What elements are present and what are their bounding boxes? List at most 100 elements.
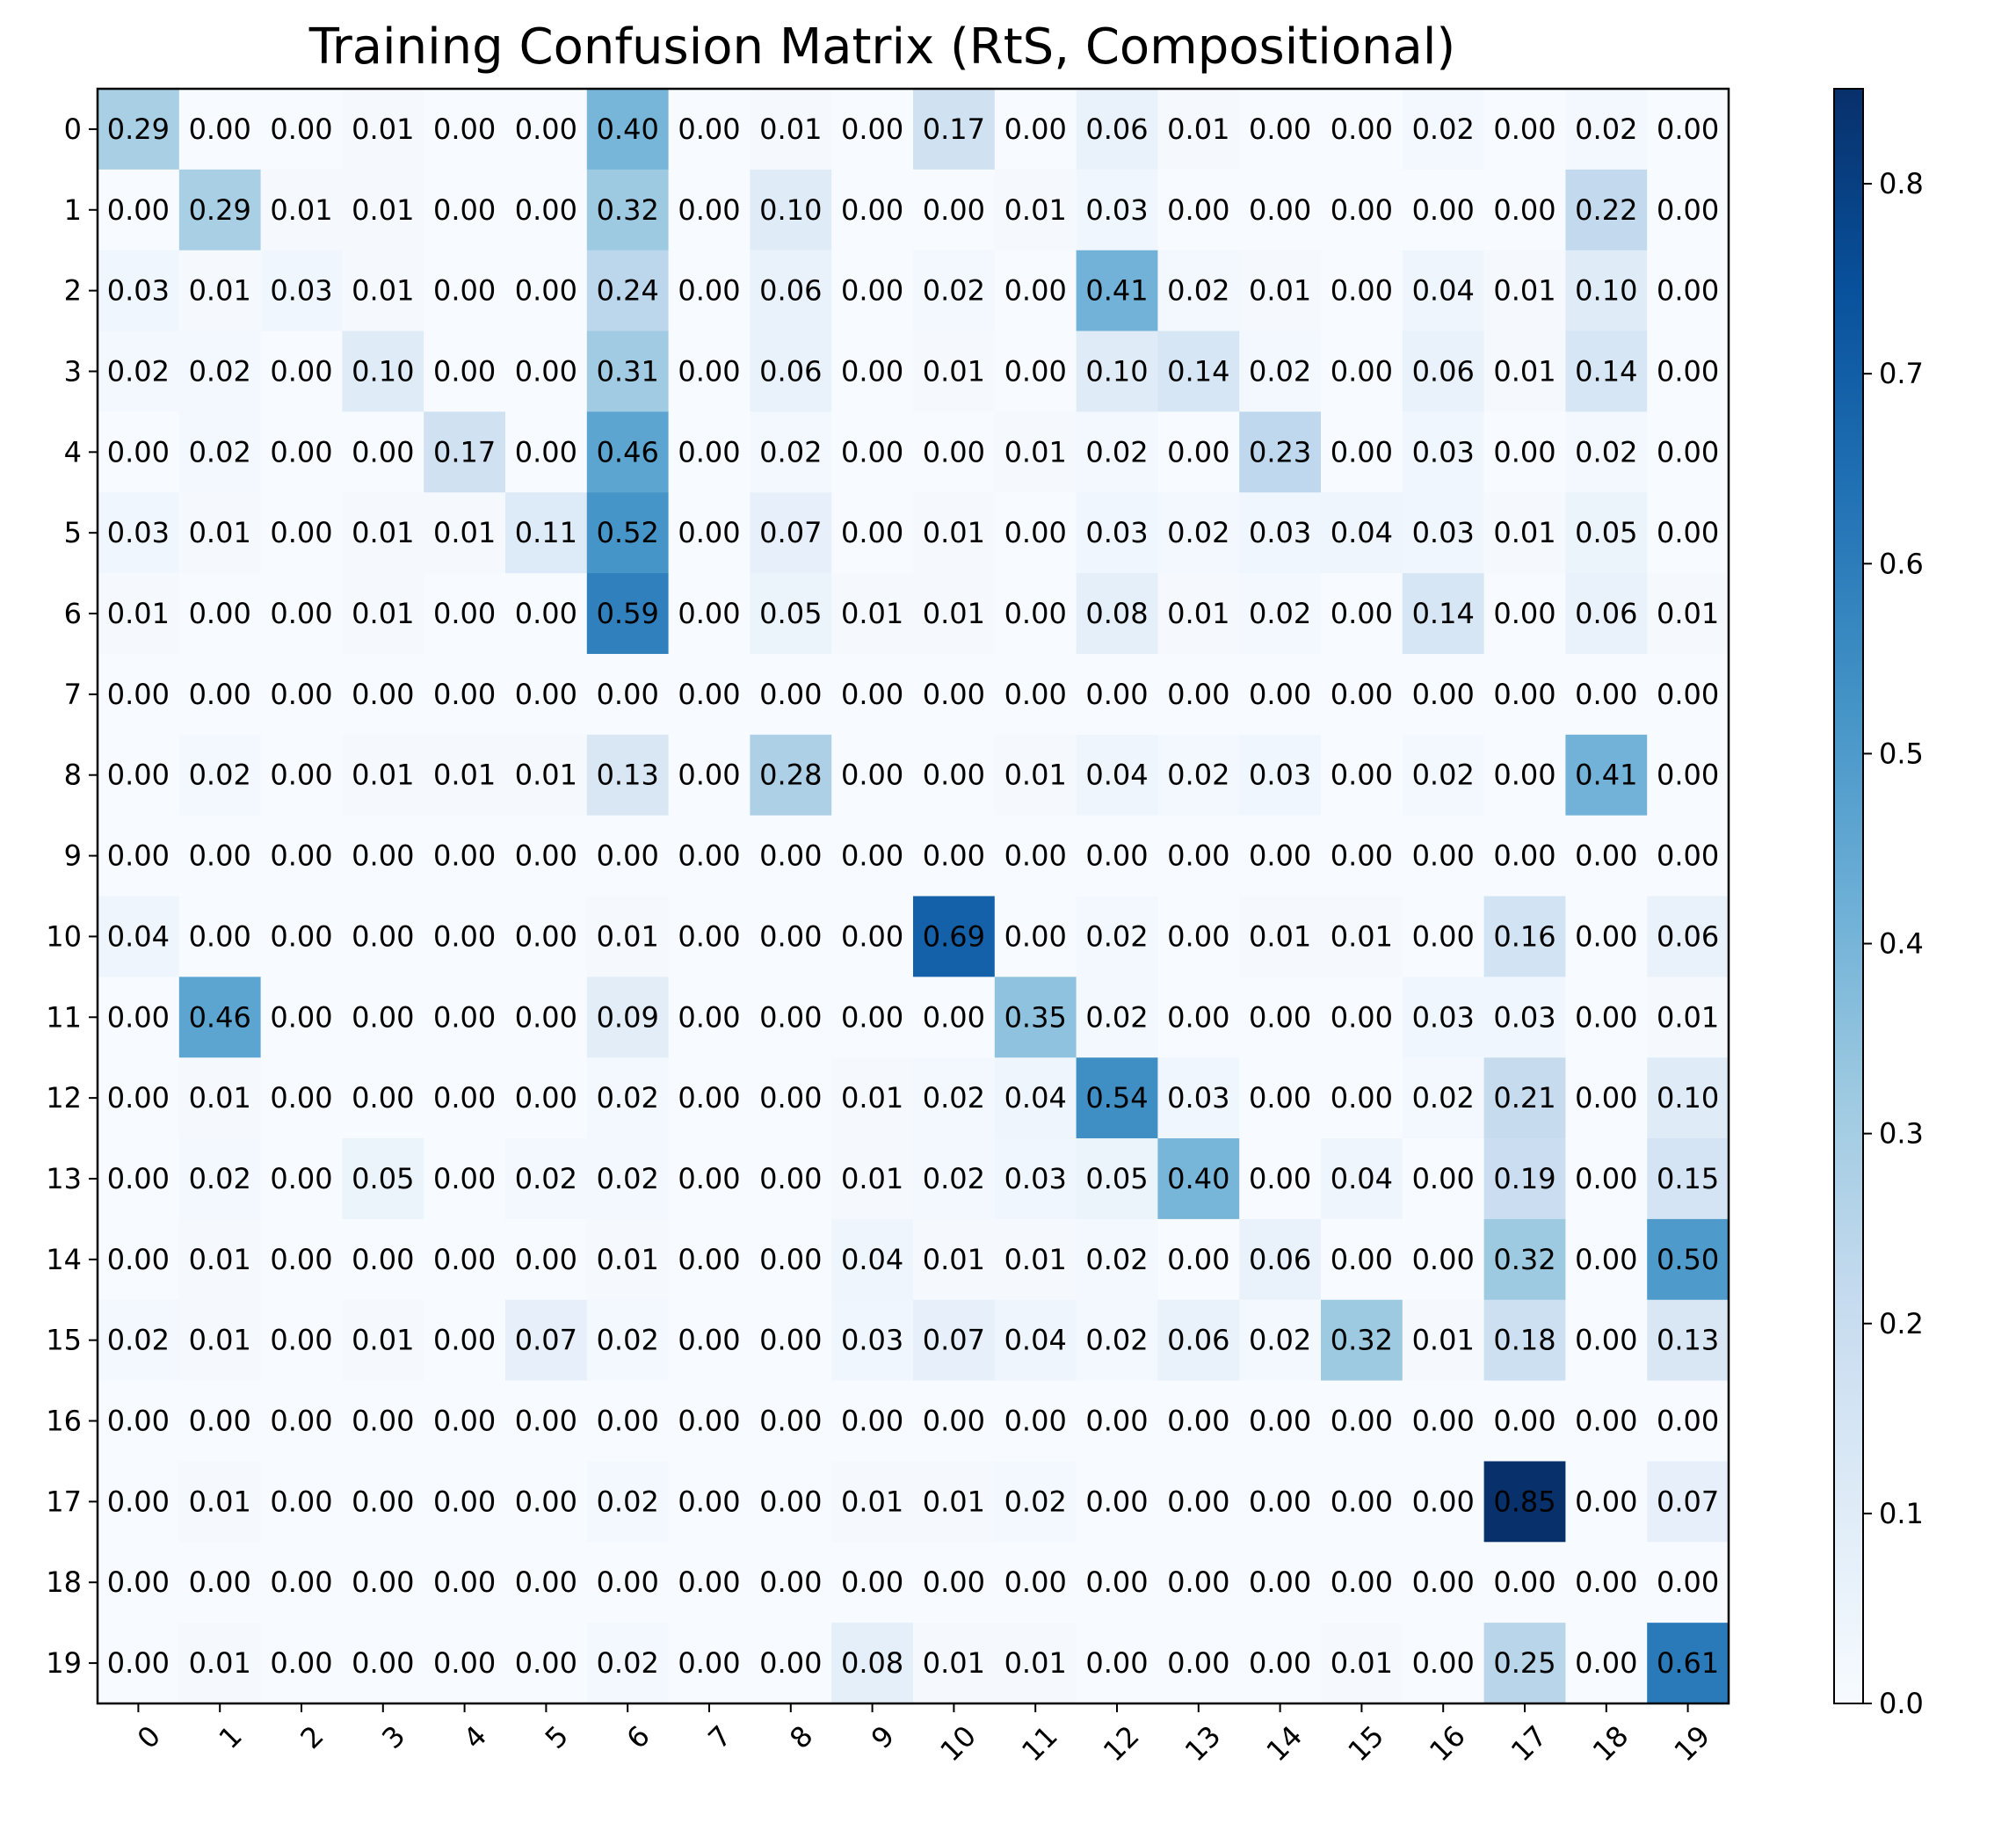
colorbar-tick-label-7: 0.7: [1879, 357, 1924, 390]
heatmap-cell-13-10: [913, 1138, 996, 1220]
cell-value-label-13-9: 0.01: [841, 1162, 903, 1195]
x-tick-label-17: 17: [1505, 1719, 1554, 1769]
heatmap-cell-13-5: [505, 1138, 588, 1220]
heatmap-cell-2-8: [750, 250, 832, 332]
heatmap-cell-1-9: [831, 169, 914, 251]
cell-value-label-16-4: 0.00: [433, 1405, 496, 1438]
heatmap-cell-3-12: [1076, 330, 1158, 412]
heatmap-cell-16-3: [342, 1380, 424, 1463]
heatmap-cell-5-1: [178, 492, 262, 574]
heatmap-cell-0-11: [994, 89, 1077, 171]
heatmap-cell-4-16: [1402, 411, 1485, 493]
heatmap-cell-19-17: [1483, 1623, 1566, 1704]
cell-value-label-19-9: 0.08: [841, 1646, 903, 1680]
cell-value-label-2-14: 0.01: [1249, 274, 1311, 308]
heatmap-cell-5-0: [98, 492, 180, 574]
cell-value-label-3-3: 0.10: [352, 354, 414, 388]
heatmap-cell-13-1: [178, 1138, 262, 1220]
heatmap-cell-7-3: [342, 653, 424, 736]
heatmap-cell-15-7: [668, 1299, 751, 1382]
heatmap-cell-12-2: [260, 1057, 343, 1139]
cell-value-label-15-0: 0.02: [107, 1324, 170, 1357]
cell-value-label-4-18: 0.02: [1575, 435, 1637, 468]
cell-value-label-10-2: 0.00: [270, 919, 332, 953]
heatmap-cell-5-6: [586, 492, 670, 574]
cell-value-label-3-17: 0.01: [1493, 354, 1556, 388]
heatmap-cell-2-2: [260, 250, 343, 332]
cell-value-label-9-18: 0.00: [1575, 839, 1637, 873]
x-tick-label-3: 3: [375, 1719, 411, 1755]
heatmap-cell-14-11: [994, 1218, 1077, 1301]
cell-value-label-17-6: 0.02: [597, 1485, 659, 1518]
cell-value-label-0-18: 0.02: [1575, 113, 1637, 146]
cell-value-label-3-8: 0.06: [759, 354, 822, 388]
heatmap-cell-6-5: [505, 573, 588, 655]
heatmap-cell-5-16: [1402, 492, 1485, 574]
cell-value-label-13-1: 0.02: [189, 1162, 251, 1195]
x-tick-label-13: 13: [1178, 1719, 1228, 1769]
cell-value-label-11-16: 0.03: [1412, 1000, 1475, 1034]
heatmap-cell-13-2: [260, 1138, 343, 1220]
heatmap-cell-18-5: [505, 1542, 588, 1623]
cell-value-label-4-14: 0.23: [1249, 435, 1311, 468]
cell-value-label-9-6: 0.00: [597, 839, 659, 873]
heatmap-cell-13-8: [750, 1138, 832, 1220]
heatmap-cell-3-7: [668, 330, 751, 412]
cell-value-label-3-16: 0.06: [1412, 354, 1475, 388]
cell-value-label-13-6: 0.02: [597, 1162, 659, 1195]
cell-value-label-6-10: 0.01: [923, 597, 985, 630]
heatmap-cell-5-14: [1239, 492, 1322, 574]
x-tick-label-5: 5: [539, 1719, 575, 1755]
heatmap-cell-14-17: [1483, 1218, 1566, 1301]
cell-value-label-16-15: 0.00: [1331, 1405, 1393, 1438]
heatmap-cell-17-5: [505, 1461, 588, 1543]
cell-value-label-8-18: 0.41: [1575, 759, 1637, 792]
heatmap-cell-17-8: [750, 1461, 832, 1543]
cell-value-label-10-7: 0.00: [678, 919, 740, 953]
heatmap-cell-8-7: [668, 734, 751, 817]
cell-value-label-3-6: 0.31: [597, 354, 659, 388]
cell-value-label-3-13: 0.14: [1167, 354, 1229, 388]
cell-value-label-13-0: 0.00: [107, 1162, 170, 1195]
heatmap-cell-17-19: [1647, 1461, 1730, 1543]
heatmap-cell-1-17: [1483, 169, 1566, 251]
heatmap-cell-15-13: [1157, 1299, 1240, 1382]
cell-value-label-1-16: 0.00: [1412, 193, 1475, 227]
heatmap-cell-13-4: [424, 1138, 506, 1220]
cell-value-label-19-19: 0.61: [1657, 1646, 1719, 1680]
cell-value-label-13-8: 0.00: [759, 1162, 822, 1195]
cell-value-label-12-4: 0.00: [433, 1081, 496, 1115]
cell-value-label-7-5: 0.00: [515, 678, 577, 711]
y-tick-label-0: 0: [64, 113, 82, 146]
heatmap-cell-5-12: [1076, 492, 1158, 574]
heatmap-cell-9-12: [1076, 815, 1158, 897]
cell-value-label-9-16: 0.00: [1412, 839, 1475, 873]
heatmap-cell-11-8: [750, 977, 832, 1058]
cell-value-label-15-3: 0.01: [352, 1324, 414, 1357]
heatmap-cell-9-16: [1402, 815, 1485, 897]
cell-value-label-6-8: 0.05: [759, 597, 822, 630]
y-tick-label-16: 16: [46, 1405, 82, 1438]
heatmap-cell-11-5: [505, 977, 588, 1058]
heatmap-cell-14-16: [1402, 1218, 1485, 1301]
cell-value-label-11-14: 0.00: [1249, 1000, 1311, 1034]
heatmap-cell-3-1: [178, 330, 262, 412]
x-tick-label-14: 14: [1260, 1719, 1309, 1769]
heatmap-cell-11-10: [913, 977, 996, 1058]
heatmap-cell-1-5: [505, 169, 588, 251]
cell-value-label-14-18: 0.00: [1575, 1243, 1637, 1276]
cell-value-label-7-13: 0.00: [1167, 678, 1229, 711]
heatmap-cell-2-14: [1239, 250, 1322, 332]
heatmap-cell-18-0: [98, 1542, 180, 1623]
cell-value-label-11-1: 0.46: [189, 1000, 251, 1034]
cell-value-label-1-7: 0.00: [678, 193, 740, 227]
heatmap-cell-9-18: [1565, 815, 1648, 897]
cell-value-label-18-10: 0.00: [923, 1565, 985, 1599]
y-tick-label-19: 19: [46, 1646, 82, 1680]
cell-value-label-14-8: 0.00: [759, 1243, 822, 1276]
cell-value-label-13-4: 0.00: [433, 1162, 496, 1195]
cell-value-label-3-19: 0.00: [1657, 354, 1719, 388]
y-tick-label-4: 4: [64, 435, 82, 468]
cell-value-label-1-18: 0.22: [1575, 193, 1637, 227]
heatmap-cell-0-18: [1565, 89, 1648, 171]
